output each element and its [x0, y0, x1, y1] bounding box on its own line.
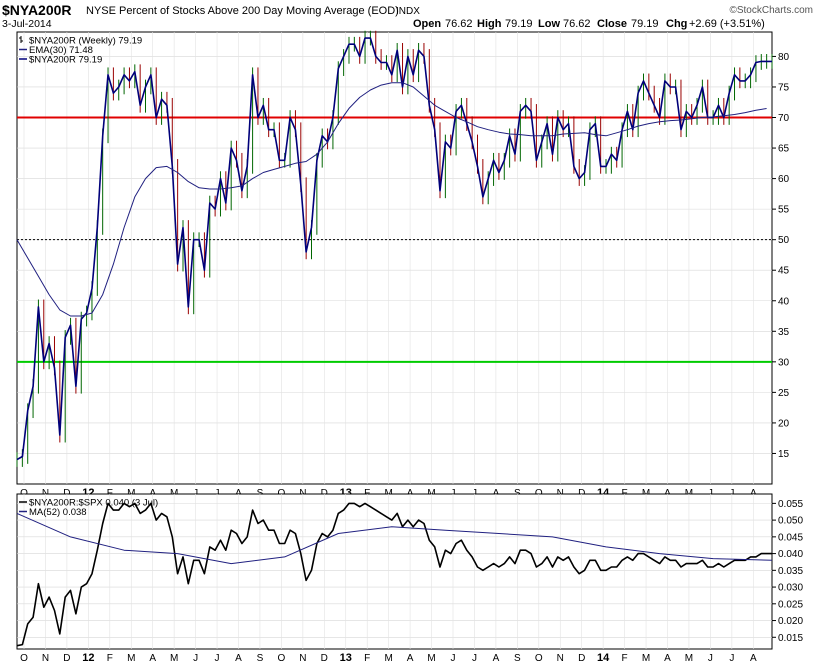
x-tick-label: O: [535, 653, 543, 664]
x-tick-label: J: [193, 653, 198, 664]
x-tick-label: S: [514, 653, 521, 664]
y-tick-label: 15: [778, 449, 790, 460]
ohlc-high-label: High: [477, 18, 502, 30]
x-tick-label: A: [664, 653, 671, 664]
symbol: $NYA200R: [2, 2, 72, 18]
y-tick-label: 30: [778, 357, 790, 368]
ohlc-chg-value: +2.69 (+3.51%): [689, 18, 765, 30]
y-tick-label: 60: [778, 174, 790, 185]
y-tick-label: 0.030: [778, 583, 803, 594]
legend-label: $NYA200R 79.19: [29, 55, 102, 66]
series-line-1: [16, 512, 773, 565]
ohlc-low-label: Low: [538, 18, 560, 30]
x-tick-label: A: [750, 653, 757, 664]
legend: $NYA200R:$SPX 0.040 (3 Jul)MA(52) 0.038: [19, 498, 158, 518]
x-tick-label: J: [729, 653, 734, 664]
y-tick-label: 70: [778, 113, 790, 124]
series-line-0: [16, 502, 772, 647]
x-tick-label: S: [257, 653, 264, 664]
x-tick-label: N: [42, 653, 49, 664]
ohlc-high-value: 79.19: [505, 18, 533, 30]
y-tick-label: 0.015: [778, 633, 803, 644]
exchange: INDX: [396, 6, 420, 17]
ohlc-close-label: Close: [597, 18, 627, 30]
y-tick-label: 50: [778, 235, 790, 246]
plot-frame: [16, 31, 773, 485]
y-tick-label: 65: [778, 144, 790, 155]
x-tick-label: 13: [340, 652, 352, 664]
y-tick-label: 45: [778, 266, 790, 277]
x-tick-label: O: [20, 653, 28, 664]
y-tick-label: 20: [778, 418, 790, 429]
x-tick-label: A: [235, 653, 242, 664]
x-tick-label: A: [493, 653, 500, 664]
x-tick-label: F: [364, 653, 370, 664]
x-tick-label: A: [407, 653, 414, 664]
y-tick-label: 40: [778, 296, 790, 307]
x-tick-label: D: [63, 653, 70, 664]
x-tick-label: F: [107, 653, 113, 664]
x-tick-label: M: [127, 653, 135, 664]
chart-description: NYSE Percent of Stocks Above 200 Day Mov…: [86, 5, 399, 17]
x-tick-label: N: [557, 653, 564, 664]
y-tick-label: 0.020: [778, 616, 803, 627]
ohlc-close-value: 79.19: [631, 18, 659, 30]
x-tick-label: F: [622, 653, 628, 664]
series-line-0: [16, 37, 772, 461]
x-tick-label: J: [451, 653, 456, 664]
ohlc-open-label: Open: [413, 18, 441, 30]
main-price-panel: 1520253035404550556065707580OND12FMAMJJA…: [16, 30, 790, 499]
x-tick-label: A: [149, 653, 156, 664]
x-tick-label: J: [708, 653, 713, 664]
legend-label: EMA(30) 71.48: [29, 45, 93, 56]
x-tick-label: M: [427, 653, 435, 664]
y-tick-label: 55: [778, 205, 790, 216]
x-tick-label: D: [321, 653, 328, 664]
y-tick-label: 0.035: [778, 566, 803, 577]
ohlc-open-value: 76.62: [445, 18, 473, 30]
ohlc-low-value: 76.62: [563, 18, 591, 30]
x-tick-label: M: [685, 653, 693, 664]
chart-date: 3-Jul-2014: [2, 18, 52, 30]
x-tick-label: M: [170, 653, 178, 664]
chart-header: $NYA200R NYSE Percent of Stocks Above 20…: [2, 2, 813, 30]
legend-label: MA(52) 0.038: [29, 507, 87, 518]
x-tick-label: N: [299, 653, 306, 664]
y-tick-label: 35: [778, 327, 790, 338]
x-tick-label: D: [578, 653, 585, 664]
ratio-panel: 0.015 0.020 0.025 0.030 0.035 0.040 0.045 0.050…: [16, 493, 803, 664]
x-tick-label: J: [472, 653, 477, 664]
legend-label: $NYA200R:$SPX 0.040 (3 Jul): [29, 498, 158, 509]
ohlc-chg-label: Chg: [666, 18, 687, 30]
y-tick-label: 75: [778, 82, 790, 93]
watermark: ©StockCharts.com: [729, 5, 813, 16]
y-tick-label: 0.050: [778, 516, 803, 527]
x-tick-label: 12: [82, 652, 94, 664]
x-tick-label: 14: [597, 652, 610, 664]
series-line-1: [16, 82, 767, 317]
y-tick-label: 25: [778, 388, 790, 399]
y-tick-label: 0.055: [778, 499, 803, 510]
x-tick-label: M: [642, 653, 650, 664]
y-tick-label: 80: [778, 52, 790, 63]
y-tick-label: 0.025: [778, 599, 803, 610]
y-tick-label: 0.040: [778, 549, 803, 560]
y-tick-label: 0.045: [778, 532, 803, 543]
x-tick-label: O: [278, 653, 286, 664]
x-tick-label: M: [384, 653, 392, 664]
legend-label: $NYA200R (Weekly) 79.19: [29, 36, 142, 47]
x-tick-label: J: [215, 653, 220, 664]
